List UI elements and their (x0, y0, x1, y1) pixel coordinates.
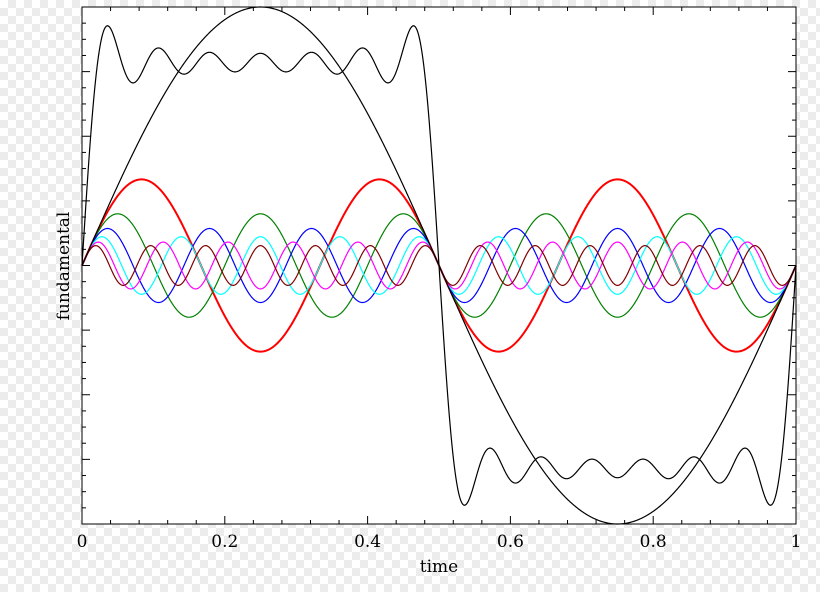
tick-layer (81, 7, 797, 524)
x-axis-label: time (420, 557, 458, 577)
x-tick-labels: 0 0.2 0.4 0.6 0.8 1 (77, 532, 802, 552)
y-axis-label: fundamental (54, 212, 74, 321)
x-tick-label: 0 (77, 532, 88, 552)
x-tick-label: 0.2 (211, 532, 238, 552)
series-line-square-sum (81, 25, 797, 506)
x-tick-label: 0.4 (354, 532, 381, 552)
series-layer (81, 6, 797, 525)
x-tick-label: 0.6 (497, 532, 524, 552)
x-tick-label: 0.8 (640, 532, 667, 552)
x-tick-label: 1 (791, 532, 802, 552)
